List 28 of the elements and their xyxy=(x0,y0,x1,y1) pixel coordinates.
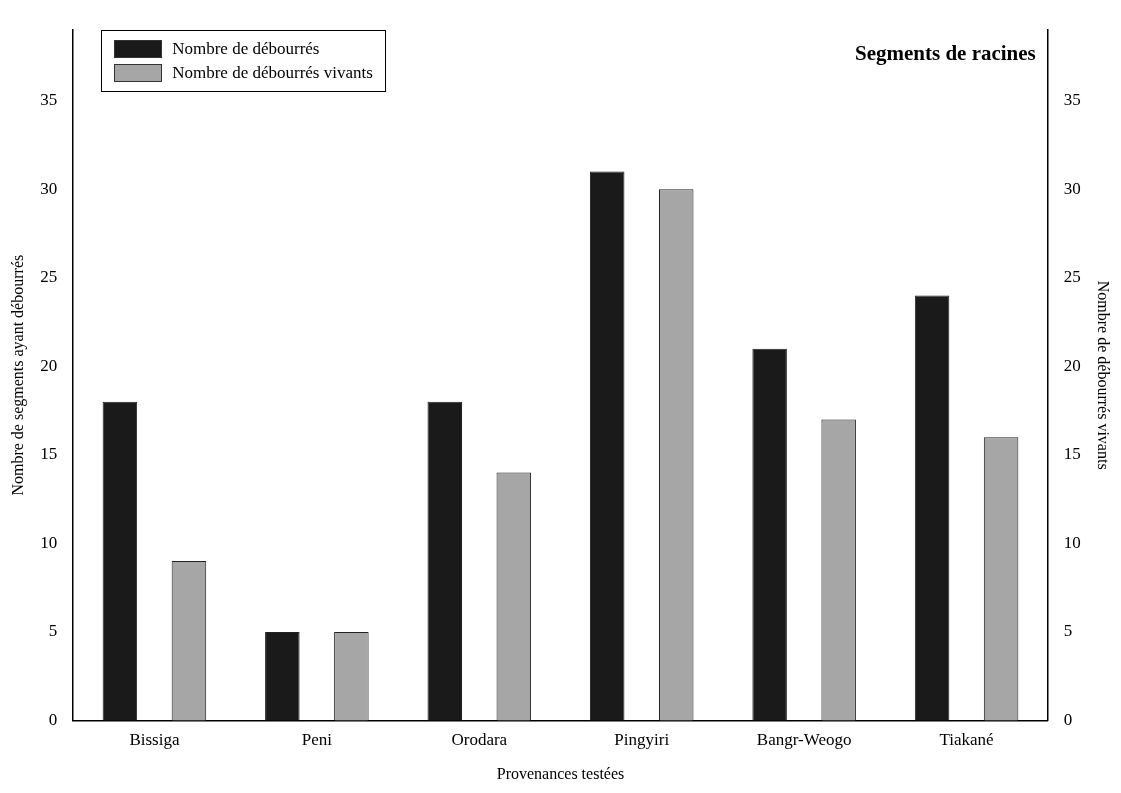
x-tick-label: Tiakané xyxy=(939,730,994,750)
y2-tick-label: 35 xyxy=(1063,90,1081,110)
x-tick-label: Orodara xyxy=(451,730,508,750)
y-axis-title: Nombre de segments ayant débourrés xyxy=(8,254,27,496)
y2-tick-label: 15 xyxy=(1063,444,1081,464)
y-tick-label: 35 xyxy=(40,90,58,110)
x-tick-label: Pingyiri xyxy=(614,730,670,750)
y2-tick-label: 10 xyxy=(1063,532,1081,552)
y2-tick-label: 0 xyxy=(1063,709,1073,729)
y-tick-label: 25 xyxy=(40,267,58,287)
x-tick-label: Bangr-Weogo xyxy=(756,730,852,750)
y-tick-label: 30 xyxy=(40,178,58,198)
legend-label: Nombre de débourrés xyxy=(172,39,320,59)
y2-axis-title: Nombre de débourrés vivants xyxy=(1095,280,1113,470)
text: Segments de racines xyxy=(854,40,1036,65)
y2-tick-label: 5 xyxy=(1063,621,1073,641)
y2-tick-label: 20 xyxy=(1063,355,1081,375)
y-tick-label: 10 xyxy=(40,532,58,552)
y-tick-label: 0 xyxy=(48,709,58,729)
x-tick-label: Bissiga xyxy=(129,730,180,750)
x-tick-label: Peni xyxy=(301,730,333,750)
y-tick-label: 15 xyxy=(40,444,58,464)
y2-tick-label: 30 xyxy=(1063,178,1081,198)
x-axis-title: Provenances testées xyxy=(496,764,625,782)
y-tick-label: 5 xyxy=(48,621,58,641)
y2-tick-label: 25 xyxy=(1063,267,1081,287)
y-tick-label: 20 xyxy=(40,355,58,375)
legend-label: Nombre de débourrés vivants xyxy=(172,63,373,83)
